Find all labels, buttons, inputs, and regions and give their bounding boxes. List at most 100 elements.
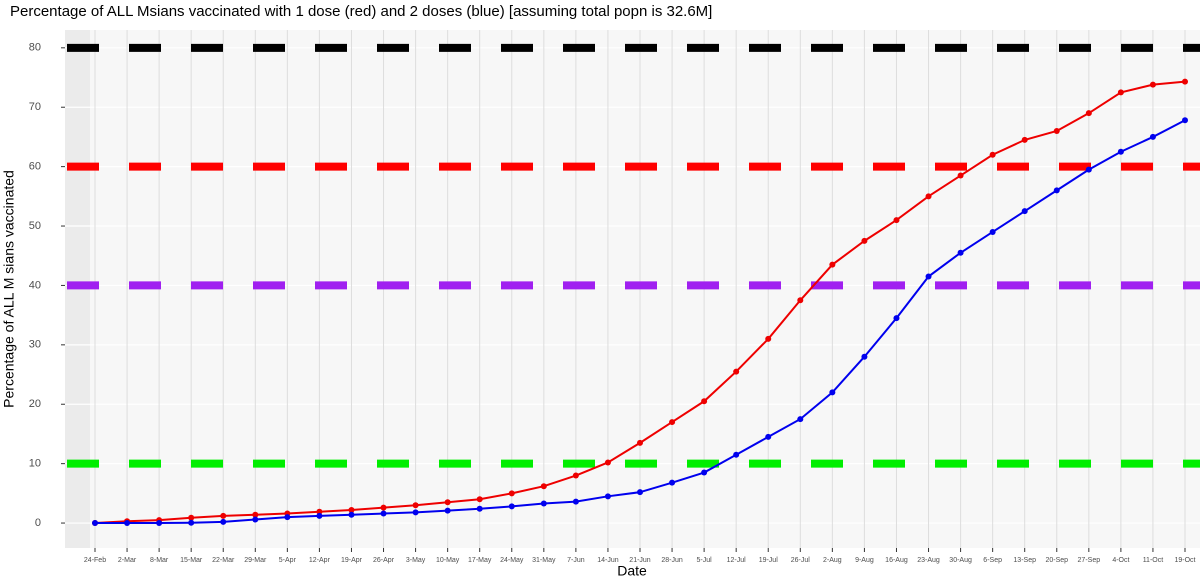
data-point (893, 217, 900, 224)
data-point (733, 368, 740, 375)
x-tick-label: 8-Mar (150, 557, 169, 564)
data-point (1053, 127, 1060, 134)
data-point (604, 493, 611, 500)
data-point (1085, 166, 1092, 173)
data-point (572, 472, 579, 479)
data-point (701, 398, 708, 405)
x-tick-label: 13-Sep (1013, 557, 1036, 564)
y-tick-label: 40 (29, 279, 41, 291)
y-tick-label: 30 (29, 339, 41, 351)
y-tick-label: 50 (29, 220, 41, 232)
data-point (1117, 148, 1124, 155)
x-tick-label: 20-Sep (1045, 557, 1068, 564)
data-point (1085, 110, 1092, 117)
x-tick-label: 26-Jul (791, 557, 811, 564)
data-point (1182, 78, 1188, 85)
data-point (540, 500, 547, 507)
chart-title: Percentage of ALL Msians vaccinated with… (10, 3, 712, 20)
x-tick-label: 4-Oct (1112, 557, 1129, 564)
data-point (669, 479, 676, 486)
data-point (252, 516, 259, 523)
x-tick-label: 24-Feb (84, 557, 106, 564)
data-point (957, 172, 964, 179)
data-point (124, 520, 131, 527)
x-tick-label: 10-May (436, 557, 460, 564)
data-point (444, 499, 451, 506)
x-tick-label: 17-May (468, 557, 492, 564)
data-point (765, 433, 772, 440)
x-tick-label: 15-Mar (180, 557, 203, 564)
data-point (733, 451, 740, 458)
data-point (925, 273, 932, 280)
data-point (284, 514, 291, 521)
data-point (893, 315, 900, 322)
data-point (572, 498, 579, 505)
data-point (925, 193, 932, 200)
x-tick-label: 16-Aug (885, 557, 908, 564)
data-point (252, 511, 259, 518)
data-point (540, 483, 547, 490)
x-tick-label: 27-Sep (1078, 557, 1101, 564)
y-tick-label: 0 (35, 517, 41, 529)
data-point (989, 228, 996, 235)
data-point (1117, 89, 1124, 96)
y-tick-label: 70 (29, 101, 41, 113)
data-point (637, 439, 643, 446)
x-tick-label: 29-Mar (244, 557, 267, 564)
data-point (1149, 133, 1156, 140)
data-point (1149, 81, 1156, 88)
x-tick-label: 6-Sep (983, 557, 1002, 564)
y-tick-label: 60 (29, 161, 41, 173)
data-point (829, 389, 836, 396)
data-point (797, 416, 804, 423)
x-axis-label: Date (617, 563, 647, 579)
x-tick-label: 24-May (500, 557, 524, 564)
data-point (348, 506, 355, 513)
data-point (637, 489, 643, 496)
data-point (989, 151, 996, 158)
x-tick-label: 2-Aug (823, 557, 842, 564)
data-point (316, 508, 323, 515)
x-tick-label: 28-Jun (661, 557, 683, 564)
data-point (701, 469, 708, 476)
data-point (669, 419, 676, 426)
y-tick-label: 80 (29, 42, 41, 54)
data-point (1021, 136, 1028, 143)
x-tick-label: 21-Jun (629, 557, 651, 564)
x-tick-label: 7-Jun (567, 557, 585, 564)
x-tick-label: 26-Apr (373, 557, 395, 564)
y-tick-label: 20 (29, 398, 41, 410)
data-point (1182, 117, 1188, 124)
x-tick-label: 12-Apr (309, 557, 331, 564)
x-tick-label: 22-Mar (212, 557, 235, 564)
data-point (188, 519, 195, 526)
data-point (220, 512, 227, 519)
data-point (380, 504, 387, 511)
data-point (861, 237, 868, 244)
data-point (829, 261, 836, 268)
data-point (412, 509, 419, 516)
data-point (188, 514, 195, 521)
x-tick-label: 5-Apr (279, 557, 297, 564)
x-tick-label: 12-Jul (727, 557, 747, 564)
x-tick-label: 19-Apr (341, 557, 363, 564)
data-point (797, 297, 804, 304)
data-point (380, 510, 387, 517)
data-point (444, 507, 451, 514)
data-point (957, 249, 964, 256)
x-tick-label: 19-Oct (1174, 557, 1195, 564)
x-tick-label: 5-Jul (697, 557, 713, 564)
y-axis-label: Percentage of ALL M sians vaccinated (1, 170, 17, 408)
y-tick-label: 10 (29, 458, 41, 470)
data-point (220, 518, 227, 525)
data-point (476, 505, 483, 512)
data-point (604, 459, 611, 466)
data-point (412, 502, 419, 509)
x-tick-label: 9-Aug (855, 557, 874, 564)
data-point (1053, 187, 1060, 194)
x-tick-label: 31-May (532, 557, 556, 564)
data-point (508, 503, 515, 510)
data-point (92, 520, 98, 527)
x-tick-label: 11-Oct (1143, 557, 1164, 564)
